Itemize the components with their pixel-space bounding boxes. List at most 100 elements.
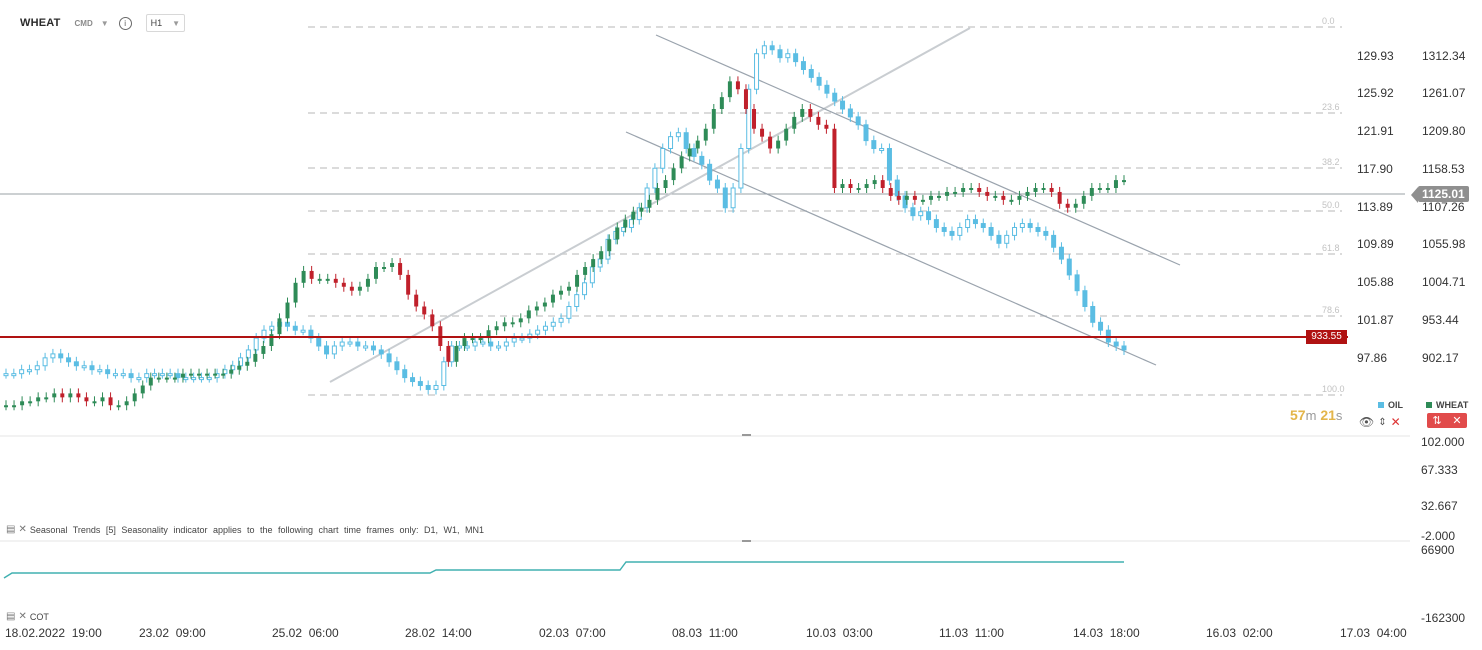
wheat-candle[interactable]: [1073, 203, 1078, 208]
oil-candle[interactable]: [112, 373, 118, 377]
wheat-candle[interactable]: [776, 140, 781, 149]
wheat-candle[interactable]: [542, 302, 547, 307]
wheat-candle[interactable]: [470, 338, 475, 341]
wheat-candle[interactable]: [639, 207, 644, 212]
wheat-candle[interactable]: [414, 294, 419, 307]
oil-candle[interactable]: [941, 227, 947, 232]
wheat-candle[interactable]: [213, 373, 218, 376]
oil-candle[interactable]: [496, 345, 502, 349]
wheat-candle[interactable]: [808, 109, 813, 117]
wheat-candle[interactable]: [985, 191, 990, 196]
oil-candle[interactable]: [347, 341, 353, 345]
wheat-candle[interactable]: [663, 180, 668, 188]
oil-candle[interactable]: [535, 329, 541, 335]
wheat-candle[interactable]: [1113, 180, 1118, 188]
legend-oil[interactable]: OIL: [1378, 400, 1403, 410]
oil-candle[interactable]: [206, 377, 212, 381]
wheat-candle[interactable]: [76, 393, 81, 398]
oil-candle[interactable]: [488, 341, 494, 347]
oil-candle[interactable]: [417, 381, 423, 386]
info-icon[interactable]: i: [118, 16, 132, 30]
wheat-candle[interactable]: [132, 393, 137, 402]
oil-candle[interactable]: [73, 361, 79, 367]
wheat-candle[interactable]: [615, 227, 620, 240]
oil-candle[interactable]: [441, 361, 447, 386]
wheat-candle[interactable]: [277, 318, 282, 335]
oil-candle[interactable]: [300, 329, 306, 333]
wheat-candle[interactable]: [382, 267, 387, 269]
wheat-candle[interactable]: [969, 188, 974, 190]
wheat-candle[interactable]: [792, 116, 797, 129]
eye-icon[interactable]: 👁: [1359, 415, 1375, 429]
wheat-candle[interactable]: [1122, 180, 1126, 183]
oil-candle[interactable]: [550, 321, 556, 327]
oil-candle[interactable]: [292, 325, 298, 331]
oil-candle[interactable]: [1012, 227, 1018, 236]
oil-candle[interactable]: [738, 148, 744, 189]
wheat-candle[interactable]: [1017, 195, 1022, 200]
wheat-candle[interactable]: [824, 124, 829, 129]
oil-candle[interactable]: [433, 385, 439, 390]
oil-candle[interactable]: [261, 329, 267, 339]
panel-resize-handle[interactable]: [742, 540, 751, 542]
oil-candle[interactable]: [152, 373, 158, 377]
symbol-type[interactable]: CMD: [74, 18, 93, 28]
oil-candle[interactable]: [1004, 234, 1010, 244]
oil-candle[interactable]: [714, 179, 720, 189]
wheat-candle[interactable]: [229, 369, 234, 374]
oil-candle[interactable]: [3, 373, 9, 377]
wheat-candle[interactable]: [953, 191, 958, 194]
wheat-candle[interactable]: [454, 346, 459, 362]
wheat-candle[interactable]: [575, 274, 580, 287]
wheat-candle[interactable]: [1001, 195, 1006, 200]
oil-candle[interactable]: [1090, 306, 1096, 323]
wheat-candle[interactable]: [816, 116, 821, 125]
oil-candle[interactable]: [691, 148, 697, 157]
oil-candle[interactable]: [26, 369, 32, 373]
wheat-candle[interactable]: [735, 81, 740, 90]
wheat-candle[interactable]: [583, 267, 588, 275]
oil-candle[interactable]: [957, 227, 963, 236]
wheat-candle[interactable]: [68, 393, 73, 398]
oil-candle[interactable]: [316, 337, 322, 347]
chevron-down-icon[interactable]: ▼: [100, 18, 109, 28]
oil-candle[interactable]: [824, 84, 830, 94]
wheat-candle[interactable]: [365, 278, 370, 287]
menu-icon[interactable]: ▤: [6, 611, 16, 622]
oil-candle[interactable]: [785, 53, 791, 59]
oil-candle[interactable]: [933, 219, 939, 229]
wheat-candle[interactable]: [945, 191, 950, 196]
wheat-candle[interactable]: [494, 326, 499, 331]
wheat-candle[interactable]: [156, 377, 161, 380]
oil-candle[interactable]: [800, 61, 806, 70]
close-icon[interactable]: ✕: [18, 611, 27, 622]
oil-candle[interactable]: [926, 211, 932, 221]
wheat-candle[interactable]: [1105, 188, 1110, 190]
wheat-candle[interactable]: [872, 180, 877, 185]
close-icon[interactable]: ✕: [18, 524, 27, 535]
oil-candle[interactable]: [355, 341, 361, 347]
wheat-candle[interactable]: [760, 128, 765, 137]
oil-candle[interactable]: [503, 341, 509, 347]
wheat-candle[interactable]: [784, 128, 789, 141]
oil-candle[interactable]: [1098, 321, 1104, 331]
wheat-candle[interactable]: [341, 282, 346, 287]
wheat-candle[interactable]: [848, 184, 853, 188]
oil-candle[interactable]: [394, 361, 400, 371]
oil-candle[interactable]: [464, 345, 470, 349]
sort-arrows-icon[interactable]: ⇕: [1378, 416, 1387, 428]
panel-resize-handle[interactable]: [742, 434, 751, 436]
oil-candle[interactable]: [19, 369, 25, 375]
oil-candle[interactable]: [402, 369, 408, 379]
oil-candle[interactable]: [370, 345, 376, 351]
oil-candle[interactable]: [253, 337, 259, 351]
wheat-candle[interactable]: [534, 306, 539, 311]
wheat-candle[interactable]: [253, 353, 258, 362]
wheat-candle[interactable]: [768, 136, 773, 149]
wheat-candle[interactable]: [703, 128, 708, 141]
wheat-candle[interactable]: [140, 385, 145, 394]
oil-candle[interactable]: [722, 187, 728, 209]
oil-candle[interactable]: [480, 341, 486, 345]
oil-candle[interactable]: [308, 329, 314, 339]
